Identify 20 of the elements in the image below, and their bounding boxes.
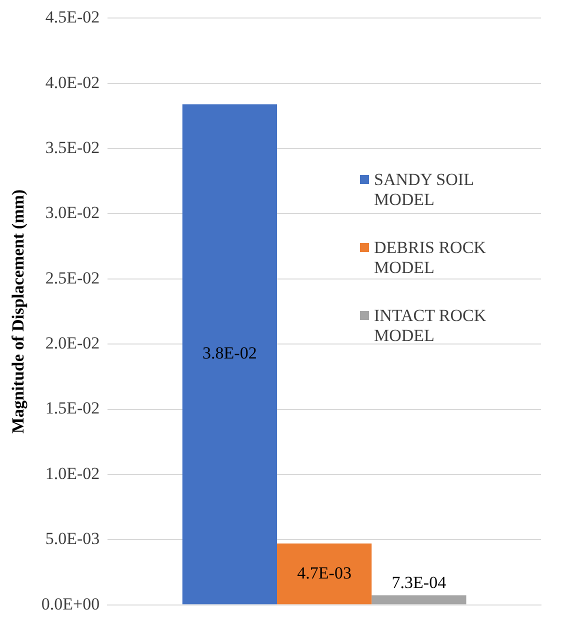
- y-tick-label: 5.0E-03: [45, 529, 100, 548]
- y-tick-label: 2.5E-02: [45, 268, 100, 288]
- y-tick-label: 4.5E-02: [45, 8, 100, 27]
- legend-label: SANDY SOIL MODEL: [374, 170, 474, 210]
- data-label: 3.8E-02: [202, 344, 257, 363]
- bar: [277, 544, 372, 604]
- data-label: 7.3E-04: [392, 572, 447, 592]
- y-tick-label: 4.0E-02: [45, 72, 100, 92]
- y-axis-title: Magnitude of Displacement (mm): [8, 189, 28, 434]
- y-tick-label: 2.0E-02: [45, 334, 100, 353]
- bar: [372, 595, 466, 604]
- y-tick-label: 3.5E-02: [45, 138, 100, 158]
- data-label: 4.7E-03: [297, 563, 352, 582]
- legend-label: DEBRIS ROCK MODEL: [374, 238, 487, 278]
- legend-label: INTACT ROCK MODEL: [374, 306, 488, 346]
- y-tick-label: 1.5E-02: [45, 398, 100, 418]
- y-tick-label: 3.0E-02: [45, 203, 100, 222]
- y-tick-label: 0.0E+00: [41, 594, 100, 614]
- bar: [182, 104, 277, 604]
- y-tick-label: 1.0E-02: [45, 464, 100, 483]
